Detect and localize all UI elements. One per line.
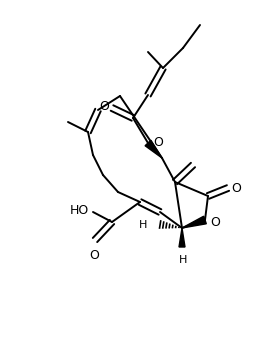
Text: O: O (99, 100, 109, 113)
Text: O: O (153, 135, 163, 148)
Polygon shape (145, 140, 162, 158)
Text: O: O (210, 216, 220, 229)
Polygon shape (182, 216, 206, 228)
Text: O: O (231, 182, 241, 195)
Text: HO: HO (70, 204, 89, 217)
Text: O: O (89, 249, 99, 262)
Polygon shape (179, 228, 185, 247)
Text: H: H (179, 255, 187, 265)
Text: H: H (139, 220, 147, 230)
